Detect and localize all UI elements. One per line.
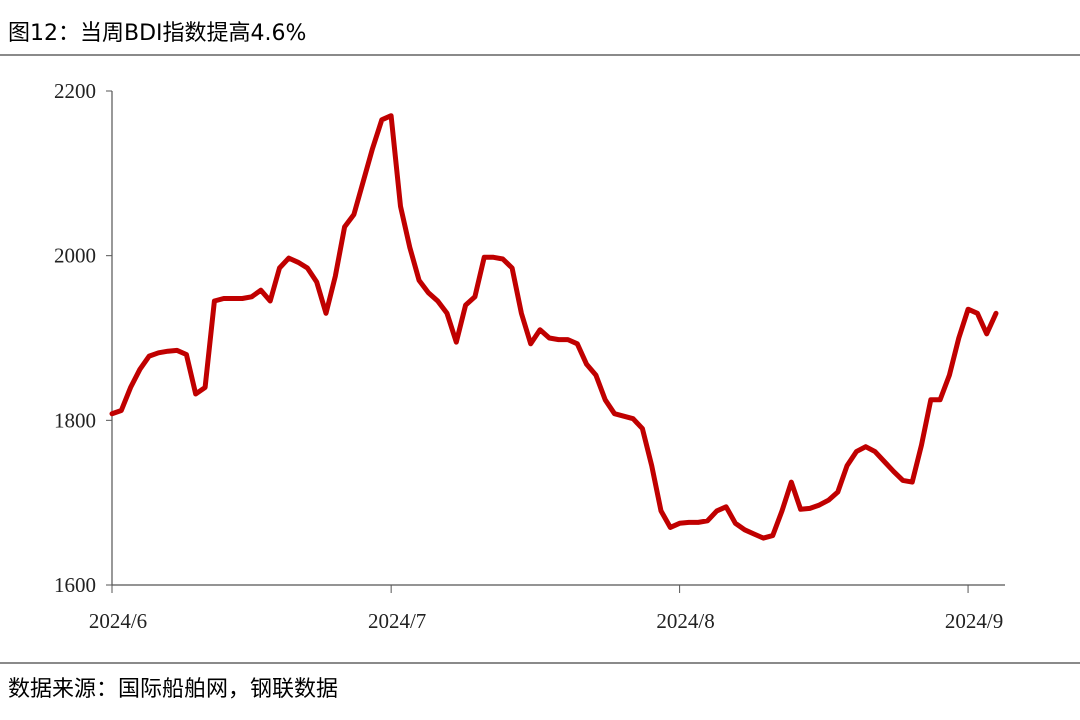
x-tick-label: 2024/7 [368, 609, 426, 633]
y-tick-label: 2000 [54, 244, 96, 268]
x-tick-label: 2024/6 [89, 609, 147, 633]
x-tick-label: 2024/9 [945, 609, 1003, 633]
chart-title: 图12：当周BDI指数提高4.6% [8, 21, 306, 46]
y-tick-label: 2200 [54, 79, 96, 103]
y-tick-label: 1800 [54, 408, 96, 432]
source-note: 数据来源：国际船舶网，钢联数据 [8, 677, 338, 702]
y-tick-label: 1600 [54, 573, 96, 597]
x-tick-label: 2024/8 [656, 609, 714, 633]
series-line [109, 113, 999, 541]
